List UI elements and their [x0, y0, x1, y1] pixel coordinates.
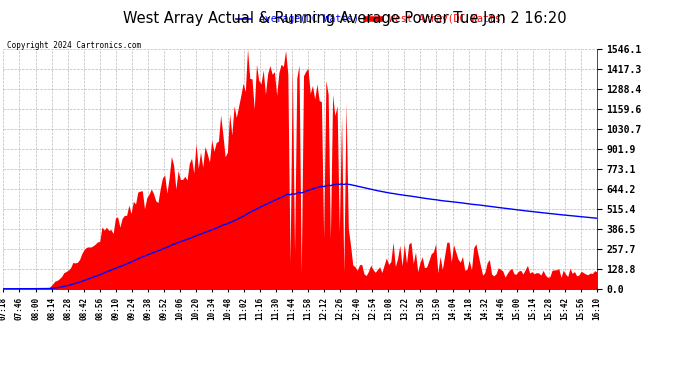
Text: Copyright 2024 Cartronics.com: Copyright 2024 Cartronics.com — [7, 41, 141, 50]
Text: West Array Actual & Running Average Power Tue Jan 2 16:20: West Array Actual & Running Average Powe… — [124, 11, 566, 26]
Legend: Average(DC Watts), West Array(DC Watts): Average(DC Watts), West Array(DC Watts) — [233, 10, 510, 28]
